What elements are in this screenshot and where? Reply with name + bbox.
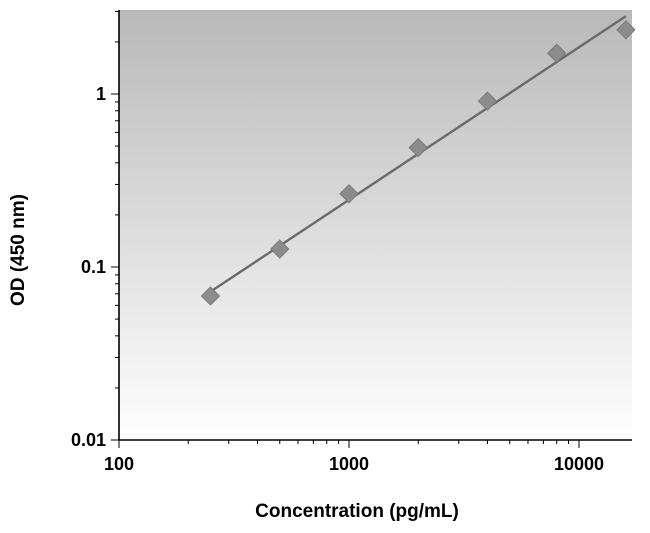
data-point-diamond	[477, 91, 498, 111]
data-point-diamond	[270, 239, 290, 259]
y-tick-label: 1	[96, 84, 106, 104]
y-axis-title: OD (450 nm)	[8, 194, 29, 306]
y-tick-label: 0.01	[71, 430, 106, 450]
data-point-diamond	[339, 184, 359, 204]
y-axis-major-ticks	[111, 93, 119, 441]
data-points	[200, 20, 636, 306]
data-point-diamond	[200, 286, 221, 306]
x-tick-label: 10000	[554, 454, 604, 474]
y-axis-tick-labels: 0.01 0.1 1	[71, 84, 106, 450]
x-axis-title: Concentration (pg/mL)	[255, 501, 459, 522]
data-point-diamond	[616, 20, 636, 40]
data-point-diamond	[547, 43, 567, 63]
plot-area-background	[119, 10, 632, 440]
x-tick-label: 1000	[329, 454, 369, 474]
y-tick-label: 0.1	[81, 257, 106, 277]
x-axis-tick-labels: 100 1000 10000	[104, 454, 604, 474]
data-point-diamond	[408, 137, 428, 158]
x-tick-label: 100	[104, 454, 134, 474]
x-axis-major-ticks	[118, 440, 580, 448]
